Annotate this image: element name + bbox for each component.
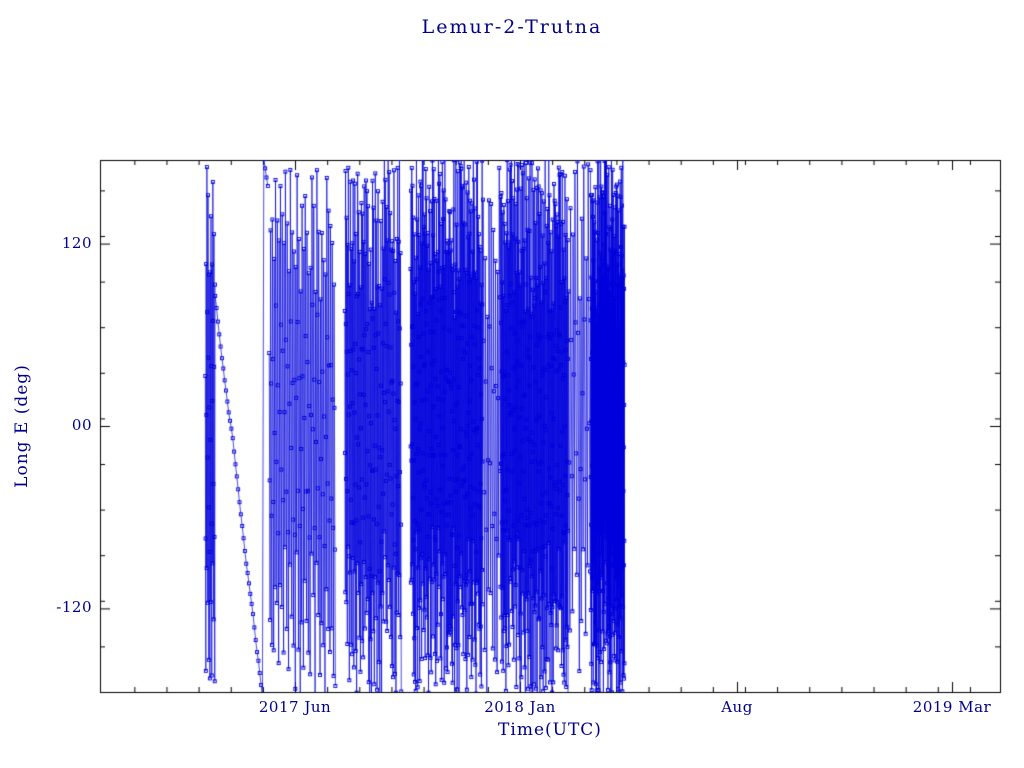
x-tick-label: 2019 Mar [912, 698, 992, 716]
x-axis-label: Time(UTC) [498, 720, 602, 740]
x-tick-label: 2018 Jan [484, 698, 556, 716]
x-tick-label: 2017 Jun [258, 698, 332, 716]
y-tick-label: 120 [61, 233, 92, 252]
y-tick-label: -120 [56, 598, 92, 617]
chart-title: Lemur-2-Trutna [421, 16, 603, 38]
x-tick-label: Aug [721, 698, 753, 716]
y-axis-label: Long E (deg) [12, 364, 32, 488]
y-tick-label: 00 [71, 416, 92, 434]
